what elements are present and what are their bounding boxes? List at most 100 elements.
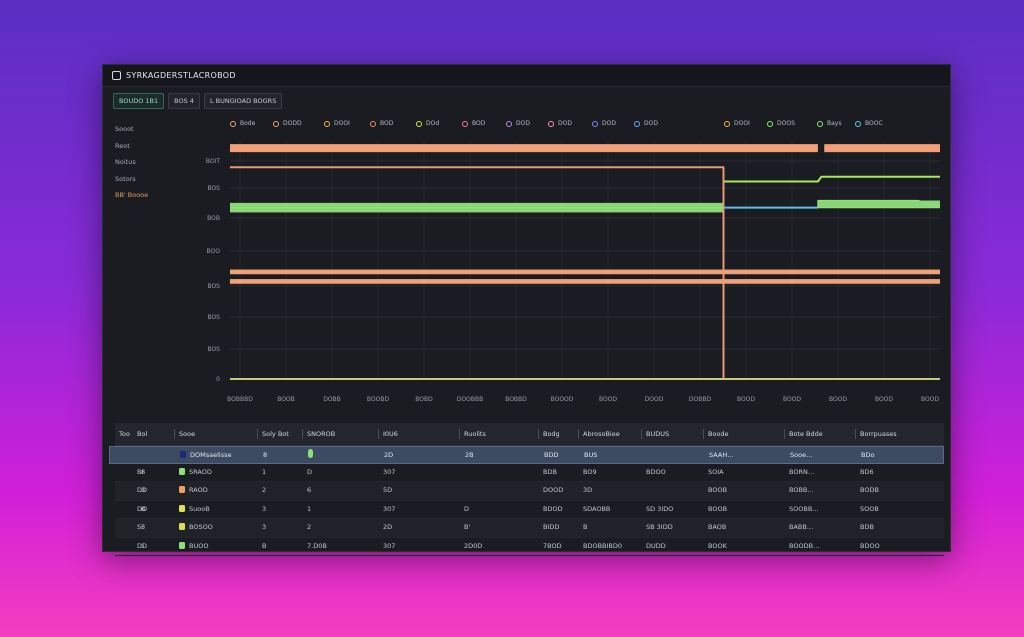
column-header[interactable]: Bodg <box>538 423 560 445</box>
table-cell: SDAOBB <box>583 501 610 519</box>
column-separator[interactable] <box>784 429 785 439</box>
toolbar-button-2[interactable]: BOS 4 <box>168 93 200 109</box>
legend-item[interactable]: Bays <box>817 120 841 127</box>
column-header[interactable]: AbrosoBiee <box>578 423 620 445</box>
legend-item[interactable]: BOOC <box>855 120 883 127</box>
table-cell: BOOB <box>708 501 727 519</box>
column-separator[interactable] <box>855 429 856 439</box>
table-cell: BODB <box>860 482 879 500</box>
column-header[interactable]: Borrpuases <box>855 423 897 445</box>
legend-item[interactable]: DODD <box>273 120 302 127</box>
table-cell: DO <box>137 501 147 519</box>
column-header[interactable]: Ruolits <box>459 423 486 445</box>
column-header[interactable]: Bote Bdde <box>784 423 823 445</box>
cell-text: 2D0D <box>464 541 483 550</box>
column-header[interactable]: I0U6 <box>378 423 398 445</box>
y-tick-label: BOS <box>207 185 220 192</box>
cell-text: 3 <box>141 523 146 531</box>
table-cell: BO9 <box>583 464 597 482</box>
column-separator[interactable] <box>538 429 539 439</box>
table-row[interactable]: B DO SuooB 3 1 307 D BDOD SDAOBB SD 3IDO BOOB SOOBB… <box>115 501 944 519</box>
column-header[interactable]: Too <box>119 423 130 445</box>
toolbar-button-3[interactable]: L BUNGIOAD BOGRS <box>203 93 283 109</box>
legend-item[interactable]: BOD <box>370 120 393 127</box>
cell-text: 307 <box>383 467 396 476</box>
table-cell: B <box>141 501 145 519</box>
row-color-swatch-icon <box>179 467 185 475</box>
legend-item[interactable]: BOD <box>462 120 485 127</box>
y-tick-label: BOS <box>207 283 220 290</box>
cell-text: BD6 <box>860 467 874 476</box>
table-cell: 2 <box>307 519 311 537</box>
column-header[interactable]: Soly Bot <box>257 423 289 445</box>
cell-text: DOMsaelisse <box>190 451 232 459</box>
table-cell: RAOD <box>179 482 208 500</box>
legend-item[interactable]: DOOI <box>724 120 750 127</box>
sidebar-item-5[interactable]: BB' Boooe <box>115 191 149 199</box>
column-separator[interactable] <box>641 429 642 439</box>
table-row[interactable]: 3 SI BOSOO 3 2 2D B' BIDD B SB 3IDD BAOB BABB… BDB <box>115 519 944 538</box>
legend-item[interactable]: Bode <box>230 120 255 127</box>
column-separator[interactable] <box>174 429 175 439</box>
table-cell: BABB… <box>789 519 813 537</box>
table-cell: 7BOD <box>543 538 562 556</box>
toolbar-button-1[interactable]: BOUDO 1B1 <box>113 93 165 109</box>
table-cell: BDOO <box>860 538 880 556</box>
table-cell: BOOB <box>708 482 727 500</box>
legend-item[interactable]: DOOS <box>767 120 795 127</box>
column-separator[interactable] <box>257 429 258 439</box>
legend-dot-icon <box>324 120 330 127</box>
table-row[interactable]: 1 DD BUOO B 7.D0B 307 2D0D 7BOD BDOBBIBD0 DUDD BOO… <box>115 538 944 556</box>
legend-dot-icon <box>634 120 640 127</box>
column-separator[interactable] <box>703 429 704 439</box>
sidebar-item-1[interactable]: Sooot <box>115 125 134 133</box>
legend-item[interactable]: DOD <box>592 120 616 127</box>
sidebar-item-3[interactable]: Noitus <box>115 158 136 166</box>
x-tick-label: BOOD <box>921 396 939 403</box>
table-row[interactable]: DOMsaelisse 8 2D 2B BDD BUS SAAH… Sooe… BDo <box>109 446 944 464</box>
column-header[interactable]: SNOROB <box>302 423 335 445</box>
sidebar-item-4[interactable]: Sotors <box>115 174 136 183</box>
table-row[interactable]: 3 DD RAOD 2 6 5D DOOD 3D BOOB BOBB… BODB <box>115 482 944 501</box>
column-separator[interactable] <box>302 429 303 439</box>
table-cell: 1 <box>141 538 145 556</box>
legend-item[interactable]: DOOI <box>324 120 350 127</box>
table-cell: DD <box>137 538 147 556</box>
column-header[interactable]: Bol <box>137 423 147 445</box>
column-header-label: Soly Bot <box>262 430 289 438</box>
table-cell: SOIA <box>708 464 724 482</box>
legend-label: BOD <box>380 120 394 127</box>
legend-label: BOD <box>472 120 486 127</box>
cell-text: 5D <box>383 486 393 494</box>
column-header[interactable]: Boode <box>703 423 729 445</box>
legend-label: DOD <box>602 120 616 127</box>
cell-text: BAOB <box>708 523 727 531</box>
table-cell: BAOB <box>708 519 726 537</box>
table-cell: BIDD <box>543 519 559 537</box>
cell-text: BABB… <box>789 523 814 531</box>
table-cell: BD6 <box>860 464 874 482</box>
legend-item[interactable]: DOd <box>416 120 439 127</box>
sidebar: Sooot Reot Noitus Sotors BB' Boooe <box>115 121 148 204</box>
row-color-swatch-icon <box>179 486 185 493</box>
legend-item[interactable]: DOD <box>548 120 572 127</box>
cell-text: 1 <box>141 541 146 550</box>
column-separator[interactable] <box>459 429 460 439</box>
cell-text: BODB <box>860 486 879 494</box>
x-tick-label: DOOBBB <box>457 396 483 403</box>
y-tick-label: BOO <box>207 248 221 255</box>
legend-item[interactable]: DOD <box>506 120 530 127</box>
column-header[interactable]: Sooe <box>174 423 195 445</box>
sidebar-item-2[interactable]: Reot <box>115 141 130 150</box>
table-row[interactable]: 8 BI SRAOD 1 D 307 BDB BO9 BDOO SOIA BORN… BD6 <box>115 464 944 482</box>
column-separator[interactable] <box>378 429 379 439</box>
legend-label: DOD <box>516 120 530 127</box>
legend-item[interactable]: DOD <box>634 120 658 127</box>
timeline-chart: BOIT BOS BOB BOO BOS BOS BOS 0 BOBBBD BOOB DOBB BOO… <box>206 141 940 403</box>
column-separator[interactable] <box>578 429 579 439</box>
column-header-label: Ruolits <box>464 430 486 438</box>
column-header[interactable]: BUDUS <box>641 423 669 445</box>
cell-text: SRAOD <box>189 467 212 476</box>
x-tick-label: BOOBD <box>367 396 390 403</box>
legend-label: Bode <box>240 120 256 127</box>
